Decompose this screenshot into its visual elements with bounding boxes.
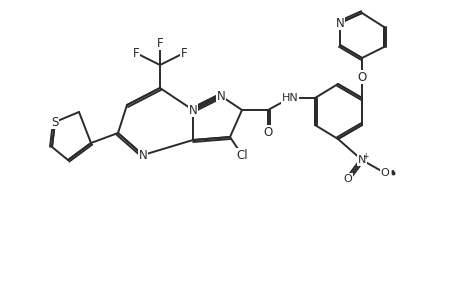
Text: N: N [188, 104, 197, 117]
Text: N: N [138, 148, 147, 161]
Text: F: F [180, 47, 187, 60]
Text: F: F [156, 37, 163, 50]
Text: •: • [388, 167, 394, 177]
Text: S: S [51, 116, 58, 129]
Text: HN: HN [281, 93, 298, 103]
Text: +: + [361, 152, 368, 160]
Text: F: F [132, 47, 139, 60]
Text: O: O [357, 71, 366, 83]
Text: Cl: Cl [236, 148, 247, 161]
Text: O: O [343, 174, 351, 184]
Text: N: N [357, 155, 365, 165]
Text: N: N [216, 89, 225, 102]
Text: N: N [335, 17, 344, 30]
Text: O: O [263, 125, 272, 138]
Text: O: O [380, 168, 388, 178]
